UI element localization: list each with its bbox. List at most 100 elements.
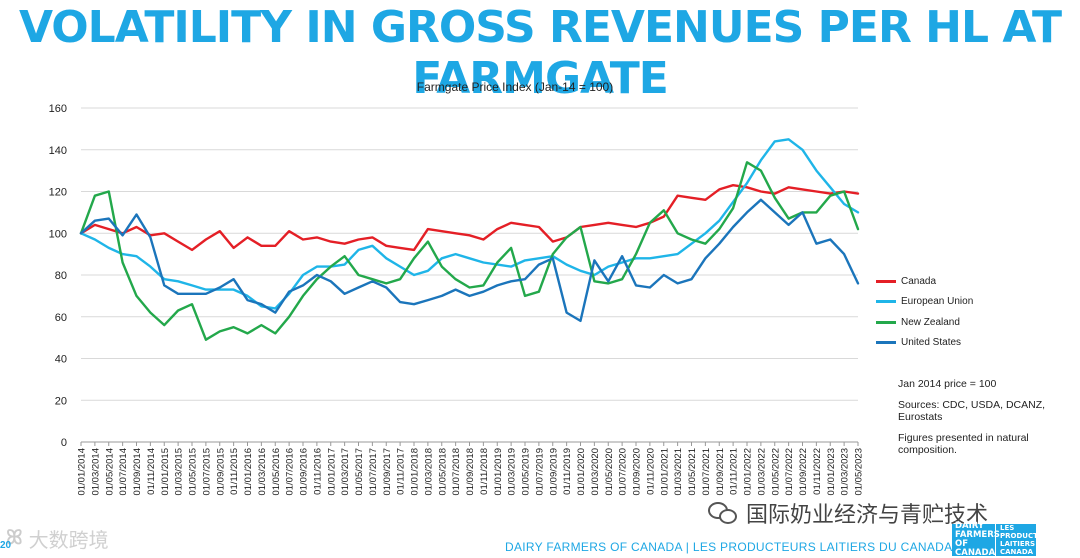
y-tick-label: 80: [55, 270, 67, 282]
x-tick-label: 01/07/2019: [534, 448, 545, 496]
legend-item-canada: Canada: [876, 271, 973, 292]
legend-item-european-union: European Union: [876, 292, 973, 313]
y-tick-label: 160: [49, 103, 67, 115]
x-tick-label: 01/07/2016: [285, 448, 296, 496]
gridlines: [81, 107, 858, 443]
x-tick-label: 01/11/2019: [562, 448, 573, 495]
series-line-canada: [79, 183, 860, 252]
wechat-icon: [708, 502, 738, 524]
dfc-logo: DAIRY FARMERS OF CANADA LES PRODUCTEURS …: [952, 521, 1059, 558]
x-tick-label: 01/01/2018: [410, 448, 421, 496]
y-tick-label: 140: [49, 145, 67, 157]
sources-note: Sources: CDC, USDA, DCANZ, Eurostats: [898, 398, 1046, 424]
legend-label: Canada: [901, 275, 937, 287]
x-tick-label: 01/05/2018: [437, 448, 448, 496]
x-tick-label: 01/11/2017: [396, 448, 407, 495]
x-tick-label: 01/09/2016: [299, 448, 310, 496]
watermark-text: 大数跨境: [28, 528, 109, 552]
x-tick-label: 01/07/2020: [618, 448, 629, 496]
x-tick-label: 01/05/2020: [604, 448, 615, 496]
y-tick-label: 60: [55, 312, 67, 324]
x-tick-label: 01/07/2022: [784, 448, 795, 496]
legend-swatch-european-union: [876, 300, 896, 304]
x-tick-label: 01/09/2021: [715, 448, 726, 496]
x-tick-label: 01/09/2022: [798, 448, 809, 496]
page-number: 20: [0, 540, 12, 551]
x-tick-label: 01/01/2023: [826, 448, 837, 496]
x-tick-label: 01/07/2014: [118, 448, 129, 496]
x-tick-label: 01/03/2019: [507, 448, 518, 496]
x-tick-label: 01/03/2015: [174, 448, 185, 496]
x-tick-label: 01/05/2022: [770, 448, 781, 496]
legend-swatch-united-states: [876, 341, 896, 345]
x-tick-label: 01/01/2020: [576, 448, 587, 496]
x-tick-label: 01/03/2014: [90, 448, 101, 496]
x-tick-label: 01/11/2016: [312, 448, 323, 495]
x-tick-label: 01/01/2022: [743, 448, 754, 496]
wechat-caption: 国际奶业经济与青贮技术: [708, 497, 988, 529]
x-tick-label: 01/11/2015: [229, 448, 240, 495]
legend-item-united-states: United States: [876, 333, 973, 354]
x-tick-label: 01/09/2015: [215, 448, 226, 496]
chart-title: Farmgate Price Index (Jan-14 = 100): [417, 80, 613, 94]
x-tick-label: 01/05/2019: [521, 448, 532, 496]
x-tick-label: 01/05/2016: [271, 448, 282, 496]
y-tick-label: 120: [49, 187, 67, 199]
wechat-caption-text: 国际奶业经济与青贮技术: [746, 503, 989, 528]
x-tick-label: 01/01/2017: [326, 448, 337, 496]
y-axis: 0 20 40 60 80 100 120 140 160: [49, 103, 67, 449]
x-tick-label: 01/07/2018: [451, 448, 462, 496]
series-line-united-states: [79, 198, 860, 323]
x-tick-label: 01/09/2018: [465, 448, 476, 496]
legend-swatch-new-zealand: [876, 320, 896, 324]
x-tick-label: 01/01/2019: [493, 448, 504, 496]
y-tick-label: 100: [49, 228, 67, 240]
series-line-new-zealand: [79, 161, 860, 341]
y-tick-label: 20: [55, 395, 67, 407]
x-tick-label: 01/11/2022: [812, 448, 823, 495]
x-tick-label: 01/01/2014: [77, 448, 88, 496]
x-tick-label: 01/03/2020: [590, 448, 601, 496]
legend-label: United States: [901, 337, 962, 349]
x-tick-label: 01/11/2014: [146, 448, 157, 495]
series-lines: [79, 138, 860, 341]
x-tick-label: 01/01/2016: [243, 448, 254, 496]
x-tick-label: 01/03/2016: [257, 448, 268, 496]
chart-notes: Jan 2014 price = 100 Sources: CDC, USDA,…: [898, 378, 1080, 465]
x-tick-label: 01/01/2021: [659, 448, 670, 496]
x-tick-label: 01/07/2017: [368, 448, 379, 496]
page-headline: VOLATILITY IN GROSS REVENUES PER HL AT F…: [19, 2, 1062, 104]
legend-label: New Zealand: [901, 316, 960, 328]
x-axis: 01/01/2014 01/03/2014 01/05/2014 01/07/2014…: [77, 442, 865, 496]
footer-organization: DAIRY FARMERS OF CANADA | LES PRODUCTEUR…: [505, 540, 953, 554]
legend-label: European Union: [901, 296, 974, 308]
x-tick-label: 01/03/2023: [840, 448, 851, 496]
x-tick-label: 01/03/2021: [673, 448, 684, 496]
composition-note: Figures presented in natural composition…: [898, 431, 1029, 457]
x-tick-label: 01/11/2018: [479, 448, 490, 495]
x-tick-label: 01/07/2021: [701, 448, 712, 496]
legend-item-new-zealand: New Zealand: [876, 312, 973, 333]
x-tick-label: 01/11/2020: [645, 448, 656, 495]
y-tick-label: 40: [55, 354, 67, 366]
x-tick-label: 01/01/2015: [160, 448, 171, 496]
x-tick-label: 01/09/2020: [632, 448, 643, 496]
x-tick-label: 01/03/2017: [340, 448, 351, 496]
x-tick-label: 01/05/2021: [687, 448, 698, 496]
y-tick-label: 0: [61, 437, 67, 449]
watermark: ꕤ 大数跨境: [6, 524, 109, 553]
series-line-european-union: [79, 138, 860, 310]
baseline-note: Jan 2014 price = 100: [898, 378, 997, 390]
x-tick-label: 01/11/2021: [729, 448, 740, 495]
x-tick-label: 01/05/2023: [854, 448, 865, 496]
legend-swatch-canada: [876, 279, 896, 283]
x-tick-label: 01/03/2018: [423, 448, 434, 496]
x-tick-label: 01/05/2015: [188, 448, 199, 496]
logo-text-en: DAIRY FARMERS OF CANADA: [955, 521, 1000, 558]
x-tick-label: 01/09/2019: [548, 448, 559, 496]
x-tick-label: 01/03/2022: [756, 448, 767, 496]
x-tick-label: 01/05/2014: [104, 448, 115, 496]
chart-legend: Canada European Union New Zealand United…: [876, 271, 973, 353]
x-tick-label: 01/07/2015: [201, 448, 212, 496]
